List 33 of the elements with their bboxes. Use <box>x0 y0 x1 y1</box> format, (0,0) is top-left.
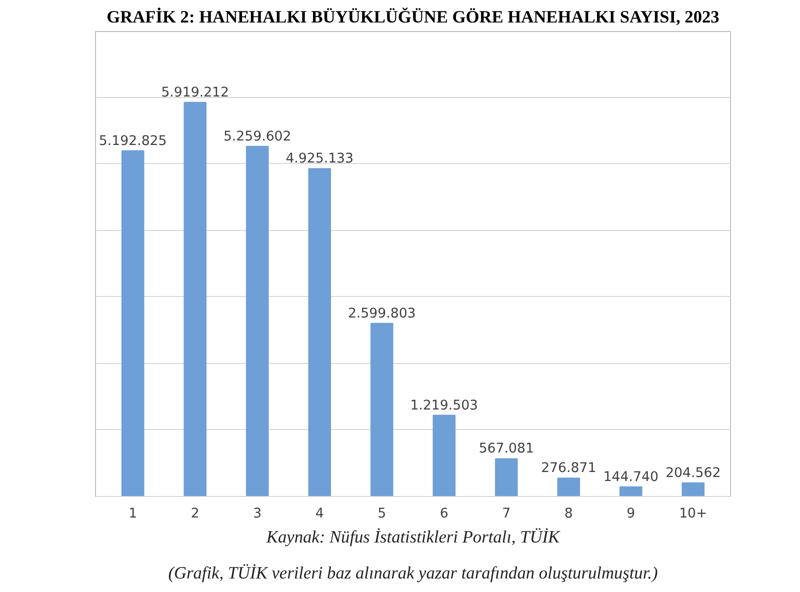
bar <box>308 168 332 496</box>
bar <box>557 478 580 496</box>
data-label: 567.081 <box>478 442 534 457</box>
bar <box>682 482 705 496</box>
x-tick-label: 6 <box>440 506 448 522</box>
data-label: 5.919.212 <box>161 85 230 100</box>
bar <box>620 486 642 496</box>
bar <box>370 322 394 496</box>
bar <box>246 146 269 496</box>
text: Kaynak: Nüfus İstatistikleri Portalı, TÜİK <box>265 528 562 546</box>
x-tick-label: 1 <box>128 506 138 522</box>
data-label: 5.259.602 <box>223 129 292 144</box>
bar <box>121 150 144 496</box>
text: (Grafik, TÜİK verileri baz alınarak yazar tarafından oluşturulmuştur.) <box>168 564 658 582</box>
data-label: 144.740 <box>603 470 658 485</box>
x-tick-label: 8 <box>564 506 573 522</box>
bar <box>432 414 456 496</box>
x-tick-label: 4 <box>315 506 324 522</box>
x-tick-label: 5 <box>378 506 386 522</box>
bar <box>184 102 206 496</box>
data-label: 204.562 <box>666 466 721 481</box>
data-label: 4.925.133 <box>286 152 354 167</box>
chart-title: GRAFİK 2: HANEHALKI BÜYÜKLÜĞÜNE GÖRE HANEHALKI SAYISI, 2023 <box>106 6 720 26</box>
x-tick-label: 2 <box>190 506 200 522</box>
bar <box>494 458 518 496</box>
x-tick-label: 3 <box>253 506 262 522</box>
data-label: 5.192.825 <box>98 134 167 149</box>
data-label: 1.219.503 <box>410 398 478 414</box>
x-tick-label: 10+ <box>679 506 708 522</box>
data-label: 2.599.803 <box>348 306 416 322</box>
x-tick-label: 9 <box>626 506 636 522</box>
x-tick-label: 7 <box>502 506 511 522</box>
data-label: 276.871 <box>541 461 596 476</box>
